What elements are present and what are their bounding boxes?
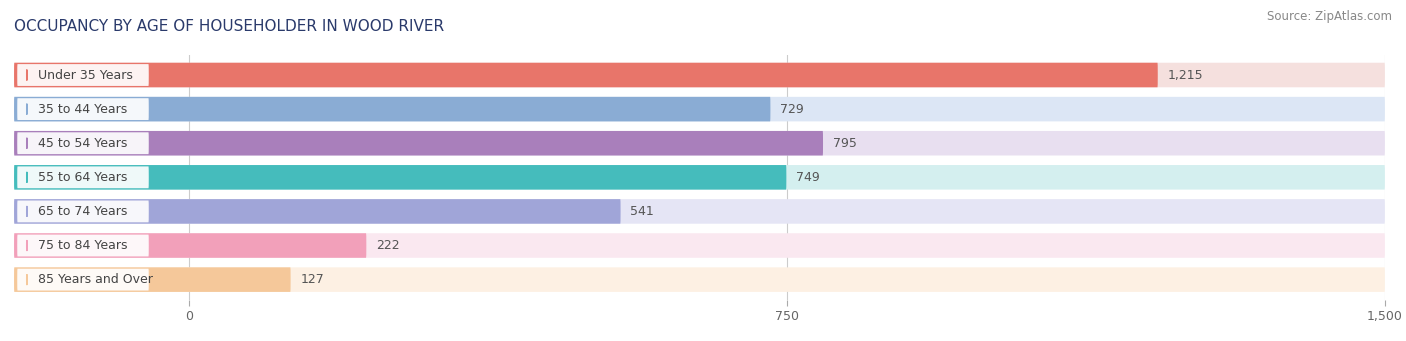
- FancyBboxPatch shape: [14, 165, 786, 190]
- FancyBboxPatch shape: [14, 165, 1385, 190]
- Text: 541: 541: [630, 205, 654, 218]
- Text: OCCUPANCY BY AGE OF HOUSEHOLDER IN WOOD RIVER: OCCUPANCY BY AGE OF HOUSEHOLDER IN WOOD …: [14, 19, 444, 34]
- Text: 749: 749: [796, 171, 820, 184]
- Text: 75 to 84 Years: 75 to 84 Years: [38, 239, 128, 252]
- Text: 85 Years and Over: 85 Years and Over: [38, 273, 153, 286]
- FancyBboxPatch shape: [14, 199, 1385, 224]
- FancyBboxPatch shape: [17, 201, 149, 222]
- FancyBboxPatch shape: [17, 235, 149, 256]
- FancyBboxPatch shape: [17, 98, 149, 120]
- Text: 222: 222: [375, 239, 399, 252]
- FancyBboxPatch shape: [14, 97, 1385, 121]
- FancyBboxPatch shape: [14, 63, 1157, 87]
- Text: 35 to 44 Years: 35 to 44 Years: [38, 103, 127, 116]
- FancyBboxPatch shape: [14, 233, 367, 258]
- Text: 127: 127: [301, 273, 323, 286]
- FancyBboxPatch shape: [14, 97, 770, 121]
- Text: 55 to 64 Years: 55 to 64 Years: [38, 171, 128, 184]
- FancyBboxPatch shape: [14, 267, 1385, 292]
- Text: 729: 729: [780, 103, 804, 116]
- FancyBboxPatch shape: [14, 131, 823, 155]
- Text: 65 to 74 Years: 65 to 74 Years: [38, 205, 128, 218]
- Text: Under 35 Years: Under 35 Years: [38, 69, 132, 81]
- FancyBboxPatch shape: [14, 199, 620, 224]
- FancyBboxPatch shape: [14, 131, 1385, 155]
- FancyBboxPatch shape: [14, 63, 1385, 87]
- FancyBboxPatch shape: [17, 166, 149, 188]
- FancyBboxPatch shape: [17, 269, 149, 291]
- Text: 1,215: 1,215: [1167, 69, 1204, 81]
- FancyBboxPatch shape: [14, 267, 291, 292]
- FancyBboxPatch shape: [14, 233, 1385, 258]
- FancyBboxPatch shape: [17, 64, 149, 86]
- Text: 45 to 54 Years: 45 to 54 Years: [38, 137, 128, 150]
- FancyBboxPatch shape: [17, 132, 149, 154]
- Text: 795: 795: [832, 137, 856, 150]
- Text: Source: ZipAtlas.com: Source: ZipAtlas.com: [1267, 10, 1392, 23]
